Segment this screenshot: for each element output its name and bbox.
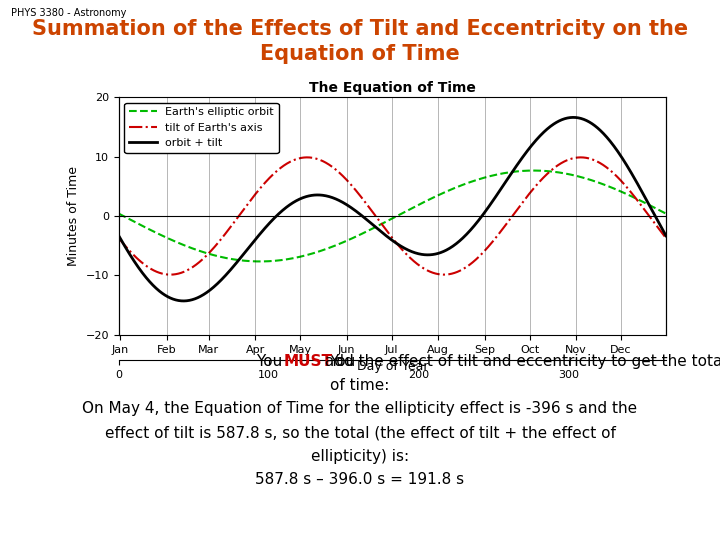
Earth's elliptic orbit (256, 258, 264, 265)
Text: Summation of the Effects of Tilt and Eccentricity on the
Equation of Time: Summation of the Effects of Tilt and Ecc… (32, 19, 688, 64)
Earth's elliptic orbit (356, 231, 364, 238)
tilt of Earth's axis (662, 235, 670, 241)
Text: On May 4, the Equation of Time for the ellipticity effect is -396 s and the: On May 4, the Equation of Time for the e… (82, 401, 638, 416)
Earth's elliptic orbit (662, 211, 670, 217)
Text: PHYS 3380 - Astronomy: PHYS 3380 - Astronomy (11, 8, 126, 18)
orbit + tilt (171, 296, 179, 303)
Earth's elliptic orbit (114, 211, 123, 217)
Legend: Earth's elliptic orbit, tilt of Earth's axis, orbit + tilt: Earth's elliptic orbit, tilt of Earth's … (125, 103, 279, 153)
Text: ellipticity) is:: ellipticity) is: (311, 449, 409, 464)
tilt of Earth's axis (491, 235, 500, 241)
orbit + tilt (541, 127, 550, 133)
tilt of Earth's axis (171, 271, 179, 278)
Earth's elliptic orbit (336, 240, 345, 247)
Earth's elliptic orbit (552, 169, 561, 176)
orbit + tilt (336, 198, 345, 205)
tilt of Earth's axis (114, 235, 123, 241)
Text: 587.8 s – 396.0 s = 191.8 s: 587.8 s – 396.0 s = 191.8 s (256, 471, 464, 487)
Title: The Equation of Time: The Equation of Time (309, 80, 476, 94)
Earth's elliptic orbit (542, 168, 551, 174)
tilt of Earth's axis (303, 154, 312, 160)
orbit + tilt (114, 233, 123, 239)
orbit + tilt (552, 119, 560, 126)
orbit + tilt (491, 194, 500, 201)
Y-axis label: Minutes of Time: Minutes of Time (67, 166, 80, 266)
tilt of Earth's axis (337, 171, 346, 178)
Text: You: You (256, 354, 287, 369)
Line: tilt of Earth's axis: tilt of Earth's axis (119, 157, 666, 275)
orbit + tilt (662, 233, 670, 239)
Earth's elliptic orbit (491, 172, 500, 178)
Text: effect of tilt is 587.8 s, so the total (the effect of tilt + the effect of: effect of tilt is 587.8 s, so the total … (104, 426, 616, 440)
Text: of time:: of time: (330, 377, 390, 393)
orbit + tilt (179, 298, 188, 304)
orbit + tilt (569, 114, 577, 120)
Line: orbit + tilt: orbit + tilt (119, 117, 666, 301)
Text: MUST: MUST (284, 354, 333, 369)
orbit + tilt (356, 211, 364, 218)
Earth's elliptic orbit (529, 167, 538, 174)
tilt of Earth's axis (542, 171, 551, 178)
X-axis label: Day of Year: Day of Year (356, 360, 428, 373)
Text: add the effect of tilt and eccentricity to get the total equation: add the effect of tilt and eccentricity … (320, 354, 720, 369)
tilt of Earth's axis (166, 272, 175, 278)
tilt of Earth's axis (552, 163, 561, 170)
Line: Earth's elliptic orbit: Earth's elliptic orbit (119, 171, 666, 261)
Text: You: You (329, 354, 360, 369)
Earth's elliptic orbit (171, 238, 179, 245)
tilt of Earth's axis (356, 193, 365, 200)
